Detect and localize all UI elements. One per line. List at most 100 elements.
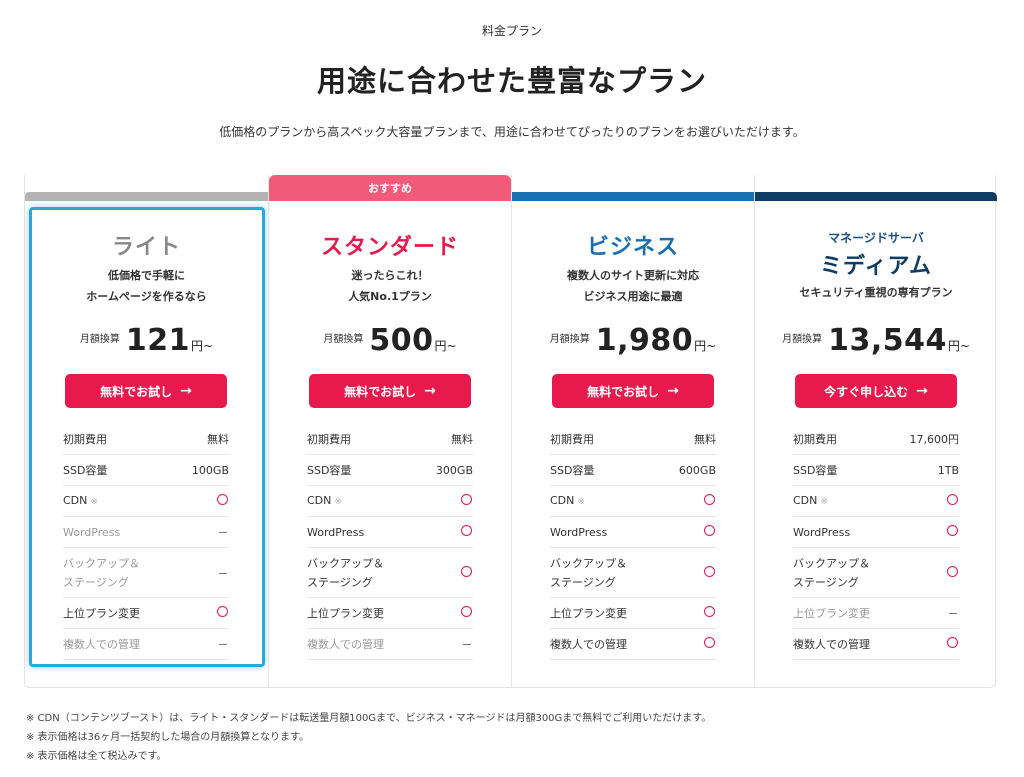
feature-row: CDN ※: [307, 486, 473, 517]
included-circle-icon: [461, 606, 473, 620]
section-eyebrow: 料金プラン: [481, 24, 542, 38]
feature-label: 複数人での管理: [793, 637, 870, 651]
included-circle-icon: [704, 606, 716, 620]
pricing-table: ライト 低価格で手軽に ホームページを作るなら 月額換算 121円~ 無料でお試し →…: [24, 175, 997, 688]
note-marker: ※: [334, 496, 342, 507]
feature-label: CDN ※: [793, 493, 828, 507]
recommended-badge: おすすめ: [269, 175, 511, 201]
feature-row: 初期費用 無料: [63, 424, 229, 455]
feature-row: CDN ※: [550, 486, 716, 517]
included-circle-icon: [704, 637, 716, 651]
included-circle-icon: [704, 525, 716, 539]
feature-label: SSD容量: [793, 463, 838, 477]
included-circle-icon: [947, 637, 959, 651]
feature-label: WordPress: [63, 525, 121, 539]
feature-label: WordPress: [307, 525, 365, 539]
feature-row: SSD容量 1TB: [793, 455, 959, 486]
plan-price: 月額換算 121円~: [79, 323, 214, 358]
feature-label: 複数人での管理: [550, 637, 627, 651]
feature-list: 初期費用 17,600円 SSD容量 1TB CDN ※ WordPress バックアップ＆ス…: [793, 424, 959, 660]
feature-value: 無料: [694, 433, 716, 446]
feature-label: バックアップ＆ ステージング: [63, 556, 140, 589]
plan-name: ビジネス: [586, 235, 679, 260]
free-trial-button[interactable]: 無料でお試し →: [309, 374, 471, 408]
plan-color-bar: [755, 192, 997, 201]
feature-row: WordPress: [793, 517, 959, 548]
feature-row: バックアップ＆ ステージング: [63, 548, 229, 598]
included-circle-icon: [217, 494, 229, 508]
included-circle-icon: [461, 565, 473, 580]
feature-label: CDN ※: [307, 493, 342, 507]
arrow-right-icon: →: [667, 383, 679, 399]
feature-value: 100GB: [191, 463, 229, 477]
feature-list: 初期費用 無料 SSD容量 300GB CDN ※ WordPress バックアップ＆ ステージ…: [307, 424, 473, 660]
feature-list: 初期費用 無料 SSD容量 600GB CDN ※ WordPress バックアップ＆ ステージ…: [550, 424, 716, 660]
feature-row: SSD容量 100GB: [63, 455, 229, 486]
free-trial-button[interactable]: 無料でお試し →: [552, 374, 714, 408]
note-marker: ※: [90, 496, 98, 507]
feature-row: WordPress: [63, 517, 229, 548]
feature-label: WordPress: [793, 525, 851, 539]
plan-price: 月額換算 1,980円~: [549, 323, 717, 358]
included-circle-icon: [947, 494, 959, 508]
included-circle-icon: [461, 494, 473, 508]
plan-column-business: ビジネス 複数人のサイト更新に対応 ビジネス用途に最適 月額換算 1,980円~ 無…: [511, 175, 754, 688]
feature-value: 無料: [451, 433, 473, 446]
plan-column-managed: マネージドサーバ ミディアム セキュリティ重視の専有プラン 月額換算 13,544…: [754, 175, 997, 688]
not-included-dash-icon: [219, 638, 229, 651]
feature-row: バックアップ＆ ステージング: [793, 548, 959, 598]
feature-label: SSD容量: [550, 463, 595, 477]
included-circle-icon: [947, 565, 959, 580]
page-title: 用途に合わせた豊富なプラン: [316, 64, 707, 98]
feature-row: バックアップ＆ ステージング: [307, 548, 473, 598]
feature-row: バックアップ＆ ステージング: [550, 548, 716, 598]
footnote: ※ 表示価格は全て税込みです。: [26, 751, 167, 762]
feature-label: 上位プラン変更: [63, 606, 140, 620]
feature-row: 初期費用 17,600円: [793, 424, 959, 455]
arrow-right-icon: →: [916, 383, 928, 399]
plan-price: 月額換算 500円~: [323, 323, 457, 358]
feature-label: CDN ※: [550, 493, 585, 507]
plan-name: ライト: [111, 235, 181, 260]
plan-name: ミディアム: [820, 254, 932, 279]
included-circle-icon: [217, 606, 229, 620]
feature-label: バックアップ＆ ステージング: [550, 556, 627, 589]
feature-row: 初期費用 無料: [550, 424, 716, 455]
plan-column-standard: おすすめ スタンダード 迷ったらこれ！ 人気No.1プラン 月額換算 500円~ 無…: [268, 175, 511, 688]
not-included-dash-icon: [219, 526, 229, 539]
feature-label: 複数人での管理: [307, 637, 384, 651]
footnote: ※ 表示価格は36ヶ月一括契約した場合の月額換算となります。: [26, 732, 309, 743]
not-included-dash-icon: [463, 638, 473, 651]
footnote: ※ CDN（コンテンツブースト）は、ライト・スタンダードは転送量月額100Gまで…: [26, 713, 712, 724]
not-included-dash-icon: [949, 607, 959, 620]
feature-row: 複数人での管理: [63, 629, 229, 660]
feature-value: 600GB: [678, 463, 716, 477]
feature-row: SSD容量 600GB: [550, 455, 716, 486]
feature-label: 上位プラン変更: [307, 606, 384, 620]
feature-row: 上位プラン変更: [63, 598, 229, 629]
feature-row: 複数人での管理: [307, 629, 473, 660]
feature-row: SSD容量 300GB: [307, 455, 473, 486]
feature-list: 初期費用 無料 SSD容量 100GB CDN ※ WordPress バックアップ＆ ステージ…: [63, 424, 229, 660]
arrow-right-icon: →: [180, 383, 192, 399]
plan-description: 低価格で手軽に ホームページを作るなら: [86, 269, 207, 303]
note-marker: ※: [577, 496, 585, 507]
feature-row: 複数人での管理: [793, 629, 959, 660]
plan-color-bar: [25, 192, 268, 201]
feature-label: バックアップ＆ ステージング: [307, 556, 384, 589]
feature-row: WordPress: [307, 517, 473, 548]
included-circle-icon: [461, 525, 473, 539]
apply-now-button[interactable]: 今すぐ申し込む →: [795, 374, 957, 408]
feature-row: 上位プラン変更: [307, 598, 473, 629]
plan-description: セキュリティ重視の専有プラン: [799, 286, 953, 299]
feature-value: 17,600円: [909, 433, 960, 446]
plan-description: 迷ったらこれ！ 人気No.1プラン: [348, 269, 432, 303]
plan-color-bar: [512, 192, 754, 201]
free-trial-button[interactable]: 無料でお試し →: [65, 374, 227, 408]
section-lead: 低価格のプランから高スペック大容量プランまで、用途に合わせてぴったりのプランをお…: [219, 125, 805, 139]
arrow-right-icon: →: [424, 383, 436, 399]
feature-value: 無料: [207, 433, 229, 446]
included-circle-icon: [704, 565, 716, 580]
feature-row: WordPress: [550, 517, 716, 548]
feature-row: CDN ※: [793, 486, 959, 517]
